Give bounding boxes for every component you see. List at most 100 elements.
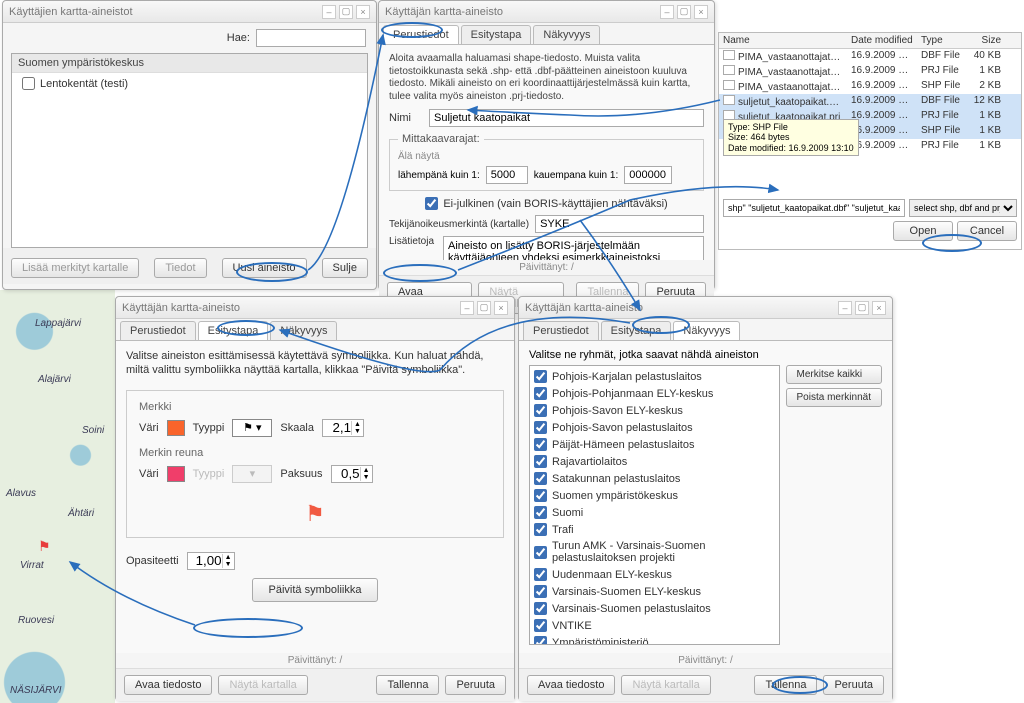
map-flag-icon: ⚑ (38, 538, 51, 555)
file-cancel-button[interactable]: Cancel (957, 221, 1017, 241)
extra-textarea[interactable] (443, 236, 704, 260)
tab-style[interactable]: Esitystapa (461, 25, 532, 44)
minimize-icon[interactable]: – (838, 301, 852, 315)
filename-input[interactable] (723, 199, 905, 217)
map-place-label: Soini (82, 425, 104, 436)
closer-input[interactable] (486, 166, 528, 184)
visibility-item[interactable]: Ympäristöministeriö (534, 634, 775, 645)
save-button[interactable]: Tallenna (376, 675, 439, 695)
tab-visibility[interactable]: Näkyvyys (533, 25, 600, 44)
info-button[interactable]: Tiedot (154, 258, 206, 278)
tab-basic[interactable]: Perustiedot (383, 25, 459, 44)
visibility-item[interactable]: Pohjois-Savon ELY-keskus (534, 402, 775, 419)
col-date[interactable]: Date modified (847, 33, 917, 48)
tab-style[interactable]: Esitystapa (198, 321, 269, 340)
opacity-label: Opasiteetti (126, 555, 179, 567)
visibility-item[interactable]: Rajavartiolaitos (534, 453, 775, 470)
color-label: Väri (139, 422, 159, 434)
open-file-button[interactable]: Avaa tiedosto (124, 675, 212, 695)
visibility-item[interactable]: Pohjois-Pohjanmaan ELY-keskus (534, 385, 775, 402)
visibility-item[interactable]: Turun AMK - Varsinais-Suomen pelastuslai… (534, 538, 775, 566)
tab-visibility[interactable]: Näkyvyys (673, 321, 740, 340)
opacity-spinner[interactable]: ▲▼ (187, 552, 235, 570)
map-place-label: Alavus (6, 488, 36, 499)
visibility-item[interactable]: Suomen ympäristökeskus (534, 487, 775, 504)
window-title: Käyttäjän kartta-aineisto (385, 6, 503, 18)
border-label: Merkin reuna (139, 447, 491, 459)
close-button[interactable]: Sulje (322, 258, 368, 278)
scale-spinner[interactable]: ▲▼ (322, 419, 364, 437)
col-name[interactable]: Name (719, 33, 847, 48)
border-type-select: ▾ (232, 465, 272, 483)
search-label: Hae: (227, 32, 250, 44)
name-input[interactable] (429, 109, 704, 127)
cancel-button[interactable]: Peruuta (445, 675, 506, 695)
dataset-checkbox[interactable] (22, 77, 35, 90)
minimize-icon[interactable]: – (460, 301, 474, 315)
tab-style[interactable]: Esitystapa (601, 321, 672, 340)
add-to-map-button[interactable]: Lisää merkityt kartalle (11, 258, 139, 278)
titlebar: Käyttäjän kartta-aineisto – ▢ × (379, 1, 714, 23)
clear-all-button[interactable]: Poista merkinnät (786, 388, 882, 407)
visibility-item[interactable]: Satakunnan pelastuslaitos (534, 470, 775, 487)
show-on-map-button[interactable]: Näytä kartalla (218, 675, 307, 695)
select-all-button[interactable]: Merkitse kaikki (786, 365, 882, 384)
file-open-button[interactable]: Open (893, 221, 953, 241)
new-dataset-button[interactable]: Uusi aineisto (222, 258, 307, 278)
maximize-icon[interactable]: ▢ (677, 5, 691, 19)
map-place-label: Alajärvi (38, 374, 71, 385)
file-row[interactable]: PIMA_vastaanottajat.dbf16.9.2009 13:09DB… (719, 49, 1021, 64)
visibility-list[interactable]: Pohjois-Karjalan pelastuslaitos Pohjois-… (529, 365, 780, 645)
close-icon[interactable]: × (694, 5, 708, 19)
datasets-list[interactable]: Suomen ympäristökeskus Lentokentät (test… (11, 53, 368, 248)
marker-color-swatch[interactable] (167, 420, 185, 436)
file-row[interactable]: PIMA_vastaanottajat.prj16.9.2009 13:09PR… (719, 64, 1021, 79)
visibility-item[interactable]: Suomi (534, 504, 775, 521)
minimize-icon[interactable]: – (660, 5, 674, 19)
col-size[interactable]: Size (965, 33, 1005, 48)
file-row[interactable]: suljetut_kaatopaikat.dbf16.9.2009 13:10D… (719, 94, 1021, 109)
visibility-item[interactable]: VNTIKE (534, 617, 775, 634)
tab-visibility[interactable]: Näkyvyys (270, 321, 337, 340)
visibility-item[interactable]: Trafi (534, 521, 775, 538)
map-background: LappajärviAlajärviSoiniAlavusÄhtäriVirra… (0, 290, 115, 703)
search-input[interactable] (256, 29, 366, 47)
further-input[interactable] (624, 166, 672, 184)
minimize-icon[interactable]: – (322, 5, 336, 19)
maximize-icon[interactable]: ▢ (339, 5, 353, 19)
tab-basic[interactable]: Perustiedot (523, 321, 599, 340)
save-button[interactable]: Tallenna (754, 675, 817, 695)
border-color-swatch[interactable] (167, 466, 185, 482)
thickness-spinner[interactable]: ▲▼ (331, 465, 373, 483)
maximize-icon[interactable]: ▢ (477, 301, 491, 315)
map-place-label: Ähtäri (68, 508, 94, 519)
col-type[interactable]: Type (917, 33, 965, 48)
refresh-symbology-button[interactable]: Päivitä symboliikka (252, 578, 379, 602)
visibility-item[interactable]: Uudenmaan ELY-keskus (534, 566, 775, 583)
private-checkbox[interactable] (425, 197, 438, 210)
visibility-item[interactable]: Pohjois-Savon pelastuslaitos (534, 419, 775, 436)
tab-basic[interactable]: Perustiedot (120, 321, 196, 340)
thickness-label: Paksuus (280, 468, 322, 480)
close-icon[interactable]: × (494, 301, 508, 315)
dataset-item-label: Lentokentät (testi) (40, 78, 128, 90)
visibility-item[interactable]: Pohjois-Karjalan pelastuslaitos (534, 368, 775, 385)
close-icon[interactable]: × (356, 5, 370, 19)
file-row[interactable]: PIMA_vastaanottajat.shp16.9.2009 13:09SH… (719, 79, 1021, 94)
map-place-label: Ruovesi (18, 615, 54, 626)
intro-text: Aloita avaamalla haluamasi shape-tiedost… (389, 53, 704, 103)
maximize-icon[interactable]: ▢ (855, 301, 869, 315)
further-label: kauempana kuin 1: (534, 170, 619, 181)
visibility-item[interactable]: Varsinais-Suomen ELY-keskus (534, 583, 775, 600)
open-file-button[interactable]: Avaa tiedosto (527, 675, 615, 695)
copyright-label: Tekijänoikeusmerkintä (kartalle) (389, 219, 529, 230)
marker-type-select[interactable]: ⚑ ▾ (232, 419, 272, 437)
visibility-item[interactable]: Päijät-Hämeen pelastuslaitos (534, 436, 775, 453)
cancel-button[interactable]: Peruuta (823, 675, 884, 695)
visibility-item[interactable]: Varsinais-Suomen pelastuslaitos (534, 600, 775, 617)
show-on-map-button[interactable]: Näytä kartalla (621, 675, 710, 695)
copyright-input[interactable] (535, 215, 704, 233)
close-icon[interactable]: × (872, 301, 886, 315)
filetype-select[interactable]: select shp, dbf and prj (909, 199, 1017, 217)
map-place-label: Lappajärvi (35, 318, 81, 329)
